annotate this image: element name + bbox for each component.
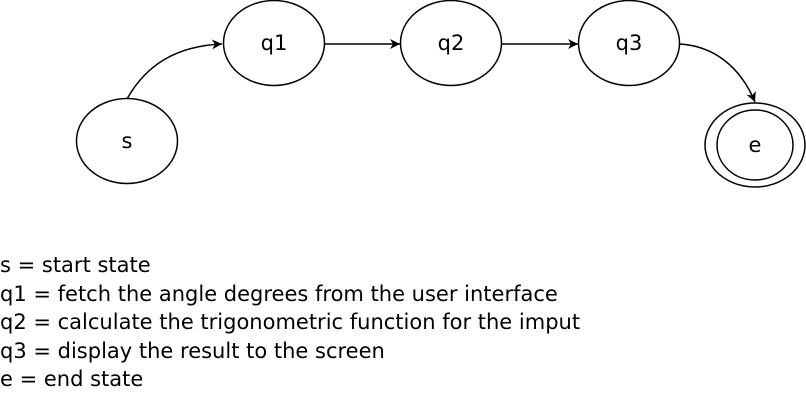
state-q2: q2 bbox=[399, 0, 503, 87]
state-q1: q1 bbox=[222, 0, 326, 87]
state-diagram: s q1 q2 q3 e bbox=[75, 0, 806, 188]
state-s-label: s bbox=[122, 129, 133, 153]
legend-line-q1: q1 = fetch the angle degrees from the us… bbox=[0, 281, 558, 306]
state-q2-label: q2 bbox=[438, 31, 465, 55]
state-q3-label: q3 bbox=[616, 31, 643, 55]
legend-line-e: e = end state bbox=[0, 367, 144, 391]
state-e-inner-ring bbox=[716, 109, 794, 181]
state-e-label: e bbox=[749, 133, 762, 157]
transition-q3-to-e bbox=[679, 43, 756, 103]
legend-line-s: s = start state bbox=[0, 253, 151, 277]
state-q3: q3 bbox=[577, 0, 681, 87]
legend: s = start state q1 = fetch the angle deg… bbox=[0, 251, 580, 394]
legend-line-q2: q2 = calculate the trigonometric functio… bbox=[0, 310, 581, 334]
transition-s-to-q1 bbox=[126, 39, 223, 100]
state-s: s bbox=[75, 97, 179, 185]
legend-line-q3: q3 = display the result to the screen bbox=[0, 338, 385, 363]
state-e: e bbox=[704, 102, 806, 188]
state-q1-label: q1 bbox=[261, 31, 288, 55]
